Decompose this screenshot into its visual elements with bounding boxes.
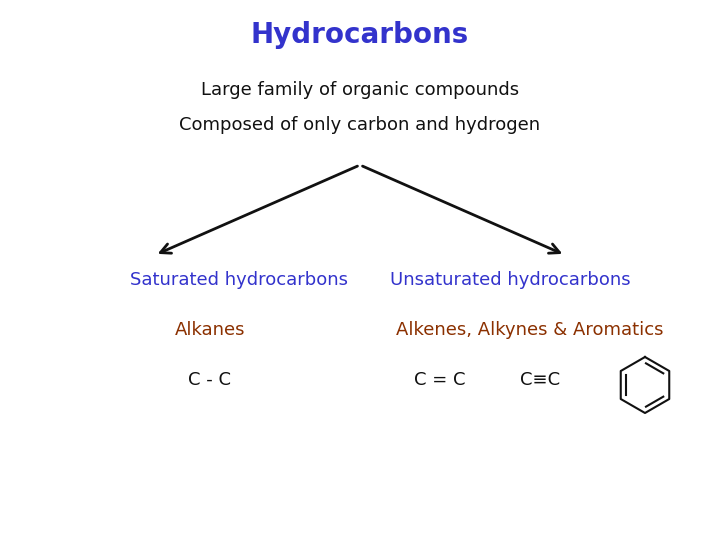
Text: C = C: C = C: [414, 371, 466, 389]
Text: C - C: C - C: [189, 371, 232, 389]
Text: Large family of organic compounds: Large family of organic compounds: [201, 81, 519, 99]
Text: Alkenes, Alkynes & Aromatics: Alkenes, Alkynes & Aromatics: [396, 321, 664, 339]
Text: Saturated hydrocarbons: Saturated hydrocarbons: [130, 271, 348, 289]
Text: Hydrocarbons: Hydrocarbons: [251, 21, 469, 49]
Text: Composed of only carbon and hydrogen: Composed of only carbon and hydrogen: [179, 116, 541, 134]
Text: Unsaturated hydrocarbons: Unsaturated hydrocarbons: [390, 271, 631, 289]
Text: Alkanes: Alkanes: [175, 321, 246, 339]
Text: C≡C: C≡C: [520, 371, 560, 389]
